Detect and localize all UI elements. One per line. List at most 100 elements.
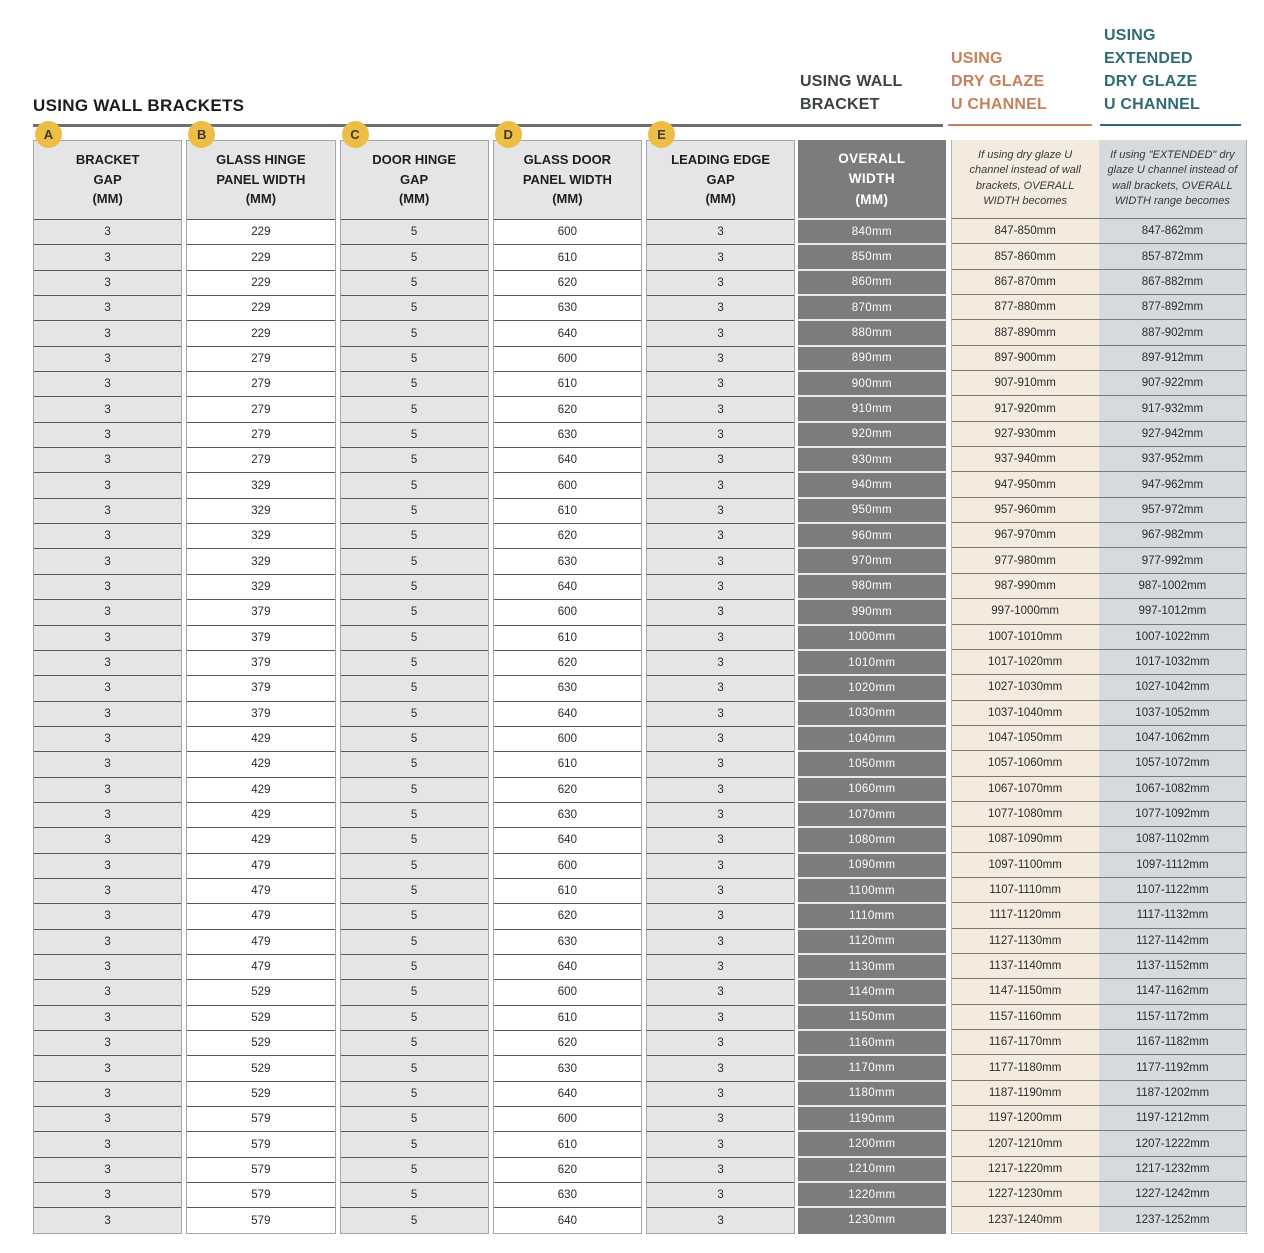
cell-glass-door-panel-width-row-38: 620	[493, 1156, 641, 1183]
cell-overall-width-row-23: 1060mm	[798, 775, 946, 801]
cell-overall-width-row-40: 1230mm	[798, 1206, 946, 1231]
cell-dry-glaze-width-row-14: 977-980mm	[951, 547, 1099, 573]
cell-glass-door-panel-width-row-19: 630	[493, 675, 641, 701]
cell-leading-edge-gap-row-13: 3	[647, 523, 795, 549]
cell-leading-edge-gap-row-16: 3	[647, 599, 795, 625]
cell-dry-glaze-width-row-3: 867-870mm	[951, 268, 1099, 295]
cell-extended-dry-glaze-width-row-21: 1047-1062mm	[1098, 724, 1246, 751]
cell-overall-width-row-32: 1150mm	[798, 1003, 946, 1029]
cell-bracket-gap-row-39: 3	[34, 1182, 182, 1208]
cell-extended-dry-glaze-width-row-10: 937-952mm	[1098, 446, 1246, 472]
cell-door-hinge-gap-row-10: 5	[340, 447, 488, 473]
cell-leading-edge-gap-row-27: 3	[647, 877, 795, 904]
cell-overall-width-row-39: 1220mm	[798, 1181, 946, 1206]
cell-glass-hinge-panel-width-row-23: 429	[187, 776, 335, 802]
column-header-dry-glaze-width: If using dry glaze U channel instead of …	[951, 140, 1099, 218]
cell-door-hinge-gap-row-7: 5	[340, 371, 488, 397]
cell-bracket-gap-row-2: 3	[34, 244, 182, 270]
cell-bracket-gap-row-1: 3	[34, 219, 182, 245]
cell-bracket-gap-row-18: 3	[34, 649, 182, 676]
cell-door-hinge-gap-row-36: 5	[340, 1106, 488, 1132]
cell-bracket-gap-row-16: 3	[34, 599, 182, 625]
cell-leading-edge-gap-row-29: 3	[647, 928, 795, 954]
cell-dry-glaze-width-row-17: 1007-1010mm	[951, 623, 1099, 649]
column-badge-c: C	[341, 121, 369, 148]
cell-glass-door-panel-width-row-34: 630	[493, 1055, 641, 1081]
cell-leading-edge-gap-row-15: 3	[647, 573, 795, 600]
cell-door-hinge-gap-row-9: 5	[340, 421, 488, 448]
cell-leading-edge-gap-row-1: 3	[647, 219, 795, 245]
cell-door-hinge-gap-row-38: 5	[340, 1156, 488, 1183]
cell-door-hinge-gap-row-18: 5	[340, 649, 488, 676]
cell-door-hinge-gap-row-40: 5	[340, 1207, 488, 1233]
cell-dry-glaze-width-row-6: 897-900mm	[951, 344, 1099, 371]
cell-dry-glaze-width-row-4: 877-880mm	[951, 294, 1099, 320]
cell-overall-width-row-35: 1180mm	[798, 1079, 946, 1105]
cell-door-hinge-gap-row-13: 5	[340, 523, 488, 549]
cell-overall-width-row-33: 1160mm	[798, 1029, 946, 1054]
cell-bracket-gap-row-29: 3	[34, 928, 182, 954]
cell-bracket-gap-row-20: 3	[34, 700, 182, 726]
cell-leading-edge-gap-row-25: 3	[647, 827, 795, 853]
cell-extended-dry-glaze-width-row-20: 1037-1052mm	[1098, 699, 1246, 725]
cell-door-hinge-gap-row-32: 5	[340, 1004, 488, 1030]
cell-dry-glaze-width-row-33: 1167-1170mm	[951, 1029, 1099, 1055]
column-badge-d: D	[494, 121, 522, 148]
cell-bracket-gap-row-22: 3	[34, 751, 182, 777]
cell-glass-hinge-panel-width-row-30: 479	[187, 953, 335, 980]
cell-bracket-gap-row-40: 3	[34, 1207, 182, 1233]
cell-glass-door-panel-width-row-32: 610	[493, 1004, 641, 1030]
cell-bracket-gap-row-4: 3	[34, 295, 182, 321]
cell-door-hinge-gap-row-6: 5	[340, 345, 488, 372]
column-glass-door-panel-width: D GLASS DOOR PANEL WIDTH (MM) 600 610 620 630…	[492, 121, 642, 1234]
cell-leading-edge-gap-row-39: 3	[647, 1182, 795, 1208]
cell-dry-glaze-width-row-7: 907-910mm	[951, 370, 1099, 396]
cell-glass-door-panel-width-row-30: 640	[493, 953, 641, 980]
cell-leading-edge-gap-row-35: 3	[647, 1080, 795, 1107]
cell-overall-width-row-17: 1000mm	[798, 623, 946, 649]
cell-door-hinge-gap-row-2: 5	[340, 244, 488, 270]
cell-glass-door-panel-width-row-8: 620	[493, 396, 641, 422]
cell-dry-glaze-width-row-37: 1207-1210mm	[951, 1130, 1099, 1156]
cell-glass-door-panel-width-row-7: 610	[493, 371, 641, 397]
cell-glass-door-panel-width-row-37: 610	[493, 1131, 641, 1157]
cell-extended-dry-glaze-width-row-11: 947-962mm	[1098, 471, 1246, 497]
cell-glass-door-panel-width-row-17: 610	[493, 624, 641, 650]
cell-glass-hinge-panel-width-row-35: 529	[187, 1080, 335, 1107]
cell-glass-door-panel-width-row-40: 640	[493, 1207, 641, 1233]
cell-glass-door-panel-width-row-6: 600	[493, 345, 641, 372]
cell-dry-glaze-width-row-10: 937-940mm	[951, 446, 1099, 472]
cell-bracket-gap-row-35: 3	[34, 1080, 182, 1107]
cell-bracket-gap-row-25: 3	[34, 827, 182, 853]
cell-leading-edge-gap-row-19: 3	[647, 675, 795, 701]
cell-glass-hinge-panel-width-row-14: 329	[187, 548, 335, 574]
cell-glass-hinge-panel-width-row-7: 279	[187, 371, 335, 397]
cell-door-hinge-gap-row-4: 5	[340, 295, 488, 321]
cell-door-hinge-gap-row-20: 5	[340, 700, 488, 726]
cell-glass-door-panel-width-row-35: 640	[493, 1080, 641, 1107]
cell-extended-dry-glaze-width-row-18: 1017-1032mm	[1098, 648, 1246, 675]
cell-door-hinge-gap-row-23: 5	[340, 776, 488, 802]
cell-leading-edge-gap-row-23: 3	[647, 776, 795, 802]
cell-extended-dry-glaze-width-row-33: 1167-1182mm	[1098, 1029, 1246, 1055]
cell-glass-hinge-panel-width-row-24: 429	[187, 801, 335, 828]
cell-glass-door-panel-width-row-39: 630	[493, 1182, 641, 1208]
column-header-extended-dry-glaze-width: If using "EXTENDED" dry glaze U channel …	[1098, 140, 1246, 218]
cell-overall-width-row-29: 1120mm	[798, 927, 946, 953]
cell-glass-door-panel-width-row-33: 620	[493, 1030, 641, 1056]
cell-door-hinge-gap-row-16: 5	[340, 599, 488, 625]
cell-dry-glaze-width-row-38: 1217-1220mm	[951, 1155, 1099, 1182]
cell-glass-door-panel-width-row-14: 630	[493, 548, 641, 574]
column-bracket-gap: A BRACKET GAP (MM) 3 3 3 3 3 3 3 3 3 3 3 3 3 3 3 3 3 3 3 3 3 3 3…	[33, 121, 183, 1234]
cell-overall-width-row-31: 1140mm	[798, 978, 946, 1003]
cell-glass-hinge-panel-width-row-11: 329	[187, 472, 335, 498]
cell-extended-dry-glaze-width-row-1: 847-862mm	[1098, 218, 1246, 244]
cell-extended-dry-glaze-width-row-29: 1127-1142mm	[1098, 927, 1246, 953]
cell-bracket-gap-row-31: 3	[34, 979, 182, 1005]
cell-glass-hinge-panel-width-row-34: 529	[187, 1055, 335, 1081]
cell-glass-hinge-panel-width-row-26: 479	[187, 852, 335, 878]
cell-overall-width-row-7: 900mm	[798, 370, 946, 395]
cell-dry-glaze-width-row-2: 857-860mm	[951, 243, 1099, 269]
cell-bracket-gap-row-26: 3	[34, 852, 182, 878]
cell-extended-dry-glaze-width-row-39: 1227-1242mm	[1098, 1181, 1246, 1207]
